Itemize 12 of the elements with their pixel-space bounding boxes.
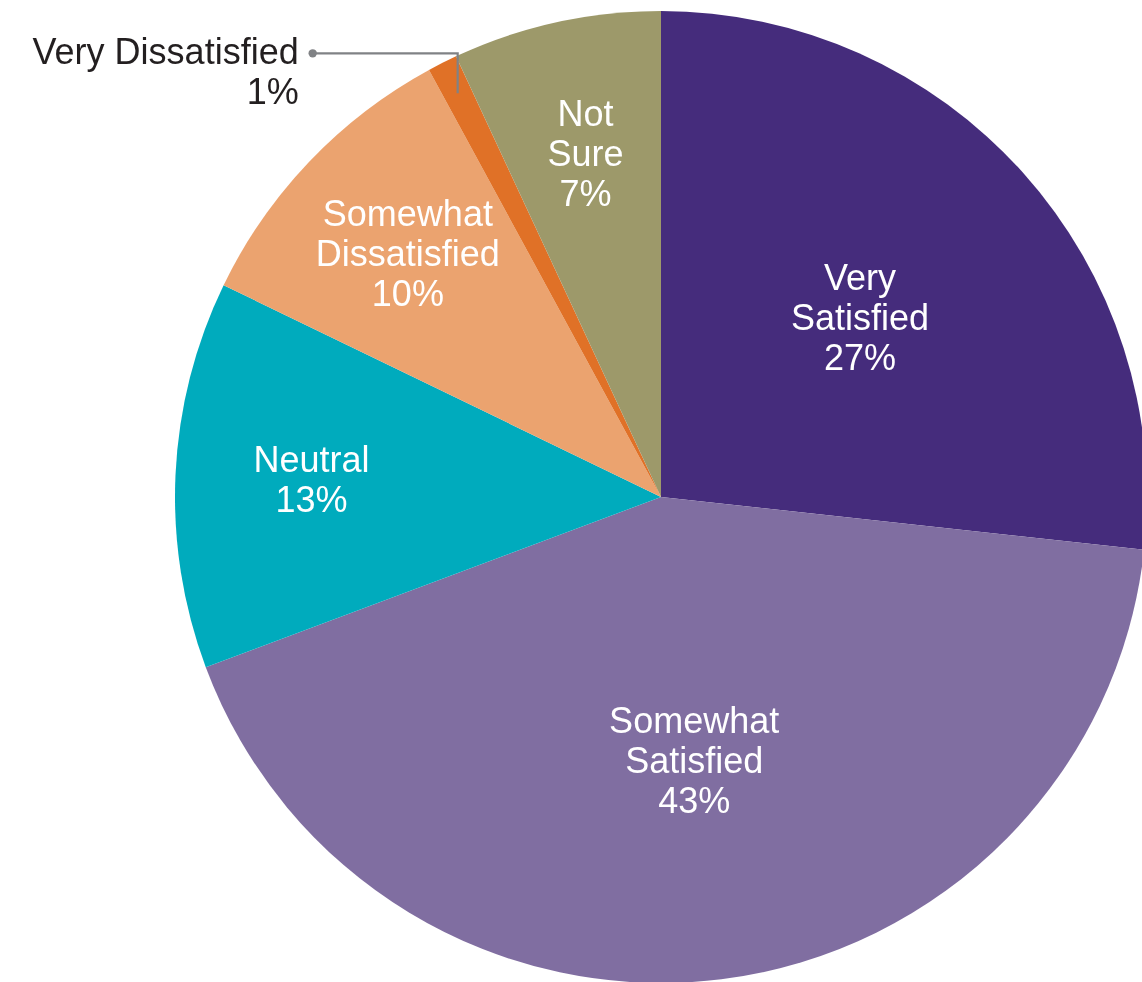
data-label: 43%	[658, 780, 731, 822]
slice-label: Very Satisfied	[790, 256, 930, 338]
data-label: 13%	[275, 478, 348, 520]
slice-label: Not Sure	[547, 93, 624, 175]
slice-label: Very Dissatisfied	[32, 31, 299, 73]
slice-label: Somewhat Dissatisfied	[315, 193, 500, 275]
slice-label: Somewhat Satisfied	[609, 700, 780, 782]
slice-label: Neutral	[253, 438, 370, 480]
data-label: 7%	[559, 173, 612, 215]
data-label: 10%	[371, 273, 444, 315]
data-label: 27%	[823, 336, 897, 378]
data-label: 1%	[246, 71, 299, 113]
